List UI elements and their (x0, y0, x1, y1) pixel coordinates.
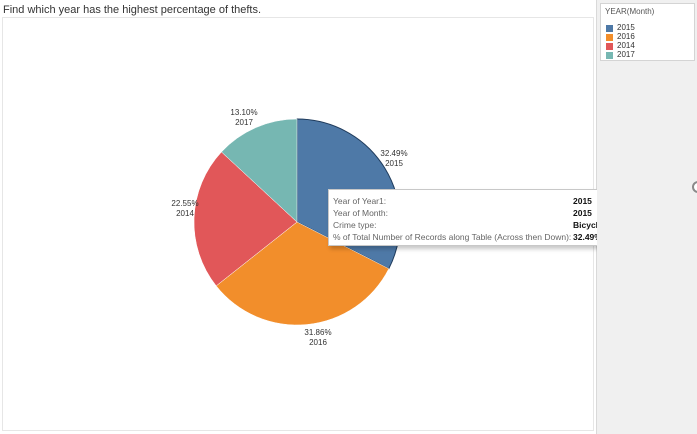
slice-label-2016-year: 2016 (309, 338, 327, 347)
legend-swatch (606, 24, 613, 32)
tooltip-row: Crime type: Bicycle theft (333, 219, 624, 231)
tooltip: Year of Year1: 2015 Year of Month: 2015 … (328, 189, 626, 246)
tooltip-row: Year of Year1: 2015 (333, 195, 592, 207)
side-pane: YEAR(Month) 2015 2016 2014 2017 (597, 0, 697, 434)
legend-label: 2015 (617, 23, 635, 32)
pie-slice-2014[interactable] (193, 151, 298, 287)
slice-label-2014-value: 22.55% (171, 199, 199, 208)
tooltip-row: % of Total Number of Records along Table… (333, 231, 602, 243)
slice-label-2015-value: 32.49% (380, 149, 408, 158)
slice-label-2014: 22.55% 2014 (160, 199, 210, 219)
slice-label-2017-year: 2017 (235, 118, 253, 127)
tooltip-key: Crime type: (333, 220, 377, 230)
legend-item-2017[interactable]: 2017 (606, 50, 635, 60)
tooltip-value: 32.49% (573, 232, 602, 242)
slice-label-2016-value: 31.86% (304, 328, 332, 337)
pie-slice-2017[interactable] (221, 118, 298, 223)
legend-item-2014[interactable]: 2014 (606, 41, 635, 51)
tooltip-row: Year of Month: 2015 (333, 207, 592, 219)
tooltip-key: Year of Month: (333, 208, 388, 218)
slice-label-2016: 31.86% 2016 (293, 328, 343, 348)
legend-label: 2014 (617, 41, 635, 50)
tooltip-value: 2015 (573, 208, 592, 218)
tooltip-key: Year of Year1: (333, 196, 387, 206)
legend-label: 2016 (617, 32, 635, 41)
tooltip-value: 2015 (573, 196, 592, 206)
legend-swatch (606, 42, 613, 50)
slice-label-2017-value: 13.10% (230, 108, 258, 117)
legend-swatch (606, 51, 613, 59)
legend-item-2016[interactable]: 2016 (606, 32, 635, 42)
tooltip-key: % of Total Number of Records along Table… (333, 232, 572, 242)
color-legend[interactable]: YEAR(Month) 2015 2016 2014 2017 (600, 3, 695, 61)
legend-title: YEAR(Month) (605, 7, 655, 16)
slice-label-2015-year: 2015 (385, 159, 403, 168)
slice-label-2017: 13.10% 2017 (219, 108, 269, 128)
sheet-title: Find which year has the highest percenta… (3, 4, 262, 16)
legend-item-2015[interactable]: 2015 (606, 23, 635, 33)
legend-label: 2017 (617, 50, 635, 59)
legend-swatch (606, 33, 613, 41)
slice-label-2015: 32.49% 2015 (369, 149, 419, 169)
pane-resize-handle[interactable] (692, 181, 697, 193)
slice-label-2014-year: 2014 (176, 209, 194, 218)
pie-slice-2016[interactable] (215, 221, 390, 326)
